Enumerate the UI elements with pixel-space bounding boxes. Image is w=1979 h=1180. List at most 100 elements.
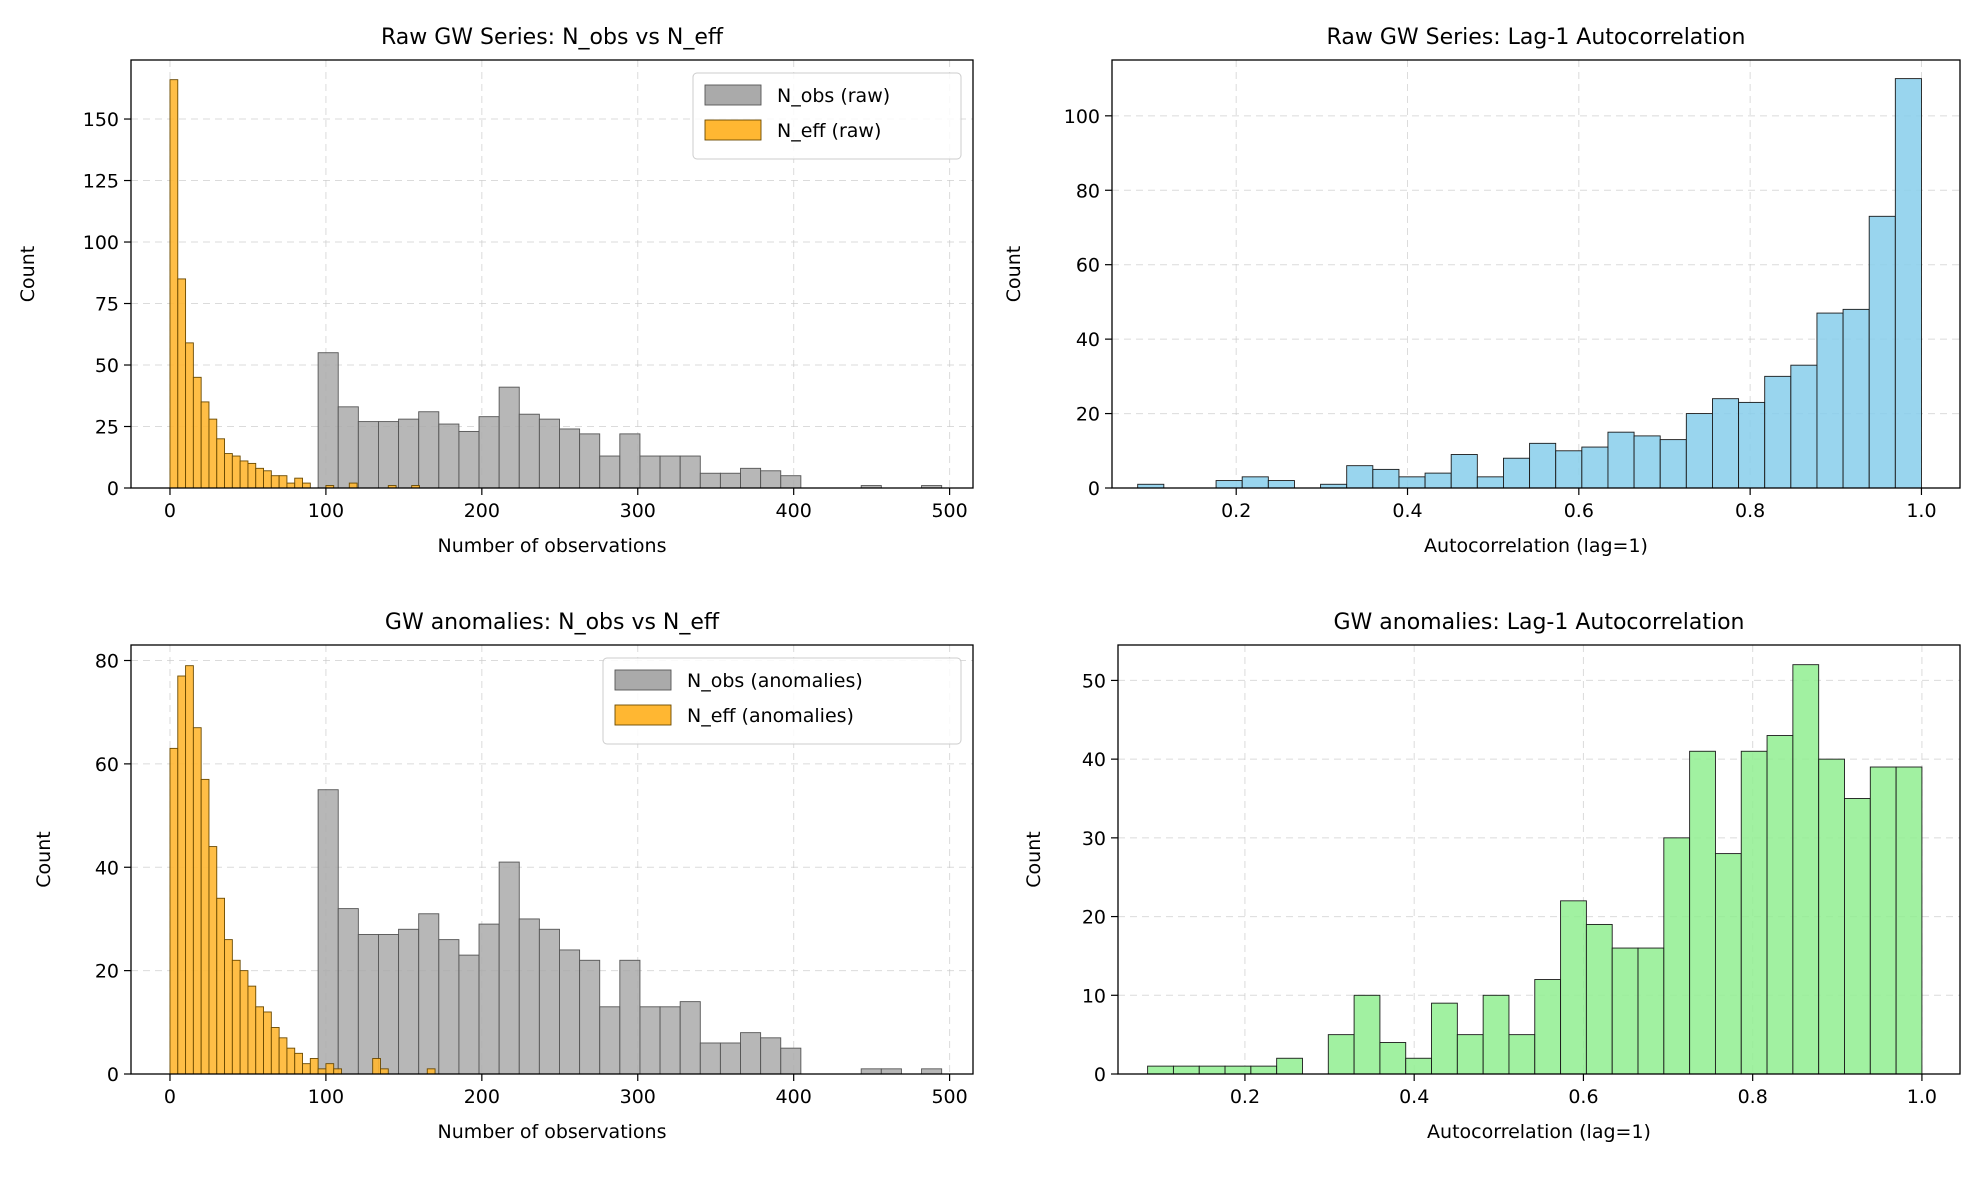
legend-label: N_obs (anomalies) [687,670,863,692]
subplot-raw-autocorrelation: 0.2 0.4 0.6 0.8 1.0 0 20 40 60 80 100 Raw GW Series… [1003,25,1961,557]
y-axis-label: Count [33,831,55,887]
series-0 [317,789,943,1075]
histogram-bar [348,482,358,489]
histogram-bar [1633,435,1661,489]
histogram-bar [177,278,187,489]
x-tick-label: 0.6 [1564,500,1594,522]
chart-title: GW anomalies: Lag-1 Autocorrelation [1334,610,1745,635]
histogram-bar [247,985,257,1075]
y-tick-label: 20 [1082,907,1106,929]
histogram-bar [1508,1034,1536,1075]
x-tick-label: 300 [620,500,656,522]
histogram-bar [224,453,233,489]
histogram-bar [478,923,500,1075]
histogram-bar [1764,375,1792,489]
chart-title: Raw GW Series: Lag-1 Autocorrelation [1327,25,1746,50]
chart-title: Raw GW Series: N_obs vs N_eff [381,25,724,50]
histogram-bar [860,1068,882,1075]
histogram-bar [216,897,226,1075]
histogram-bar [255,467,264,489]
histogram-bar [208,418,218,489]
histogram-bar [1198,1065,1226,1075]
x-axis-label: Number of observations [438,1121,667,1143]
histogram-bar [192,727,202,1075]
histogram-bar [239,970,249,1075]
x-tick-label: 100 [308,500,344,522]
y-axis-label: Count [1003,246,1025,302]
histogram-bar [679,1001,701,1075]
histogram-bar [579,959,601,1075]
chart-title: GW anomalies: N_obs vs N_eff [385,610,720,635]
histogram-bar [538,418,560,489]
histogram-bar [559,428,581,489]
y-tick-label: 75 [95,294,119,316]
histogram-bar [1560,900,1587,1075]
y-tick-label: 0 [107,1064,119,1086]
histogram-bar [659,455,681,489]
legend: N_obs (raw) N_eff (raw) [692,72,962,160]
y-tick-label: 100 [1064,106,1100,128]
histogram-bar [1792,664,1820,1075]
histogram-bar [192,376,202,489]
histogram-bar [270,475,280,489]
histogram-bar [740,467,762,489]
histogram-bar [1224,1065,1252,1075]
y-tick-label: 100 [83,232,119,254]
y-tick-label: 50 [1082,670,1106,692]
histogram-bar [224,939,233,1075]
histogram-bar [1869,766,1897,1075]
x-tick-label: 0.4 [1392,500,1422,522]
histogram-bar [1581,446,1609,489]
histogram-bar [1431,1002,1458,1075]
y-tick-label: 0 [1094,1064,1106,1086]
y-axis-label: Count [1023,831,1045,887]
histogram-bar [1424,472,1452,489]
histogram-bar [333,1068,342,1075]
histogram-bar [263,470,272,489]
legend-swatch [704,119,762,141]
histogram-bar [559,949,581,1075]
histogram-bar [1844,798,1871,1075]
histogram-bar [1766,735,1794,1075]
histogram-bar [1398,476,1426,489]
x-tick-label: 0.2 [1221,500,1251,522]
histogram-bar [719,472,741,489]
histogram-bar [302,482,311,489]
histogram-bar [231,455,241,489]
histogram-bar [317,1068,327,1075]
histogram-bar [1894,78,1922,489]
legend-label: N_eff (anomalies) [687,705,854,727]
histogram-bar [1346,465,1374,489]
histogram-bar [337,908,359,1075]
histogram-bar [200,401,210,489]
y-tick-label: 80 [95,651,119,673]
histogram-bar [177,675,187,1075]
subplot-raw-nobs-neff: 0 100 200 300 400 500 0 25 50 75 100 125 150 Raw GW S… [17,25,974,557]
y-axis-label: Count [17,246,39,302]
histogram-bar [699,1042,721,1075]
histogram-bar [357,421,379,489]
histogram-bar [247,462,257,489]
histogram-bar [1842,308,1870,489]
x-tick-label: 0 [164,1086,176,1108]
histogram-bar [659,1006,681,1075]
histogram-bar [255,1006,264,1075]
axes-frame [130,644,974,1075]
histogram-bar [1740,750,1768,1075]
y-tick-label: 40 [1076,329,1100,351]
histogram-bar [1585,923,1613,1075]
histogram-bar [1405,1057,1432,1075]
histogram-bar [1372,468,1400,489]
histogram-bar [1267,480,1295,489]
histogram-bar [263,1011,272,1075]
histogram-bar [185,342,194,489]
x-tick-label: 0.2 [1230,1086,1260,1108]
histogram-bar [921,1068,943,1075]
histogram-bar [1685,413,1713,489]
y-tick-label: 60 [95,754,119,776]
histogram-bar [880,1068,902,1075]
histogram-bar [1241,476,1269,489]
histogram-bar [378,421,400,489]
x-tick-label: 500 [931,1086,967,1108]
histogram-bar [1215,480,1243,489]
